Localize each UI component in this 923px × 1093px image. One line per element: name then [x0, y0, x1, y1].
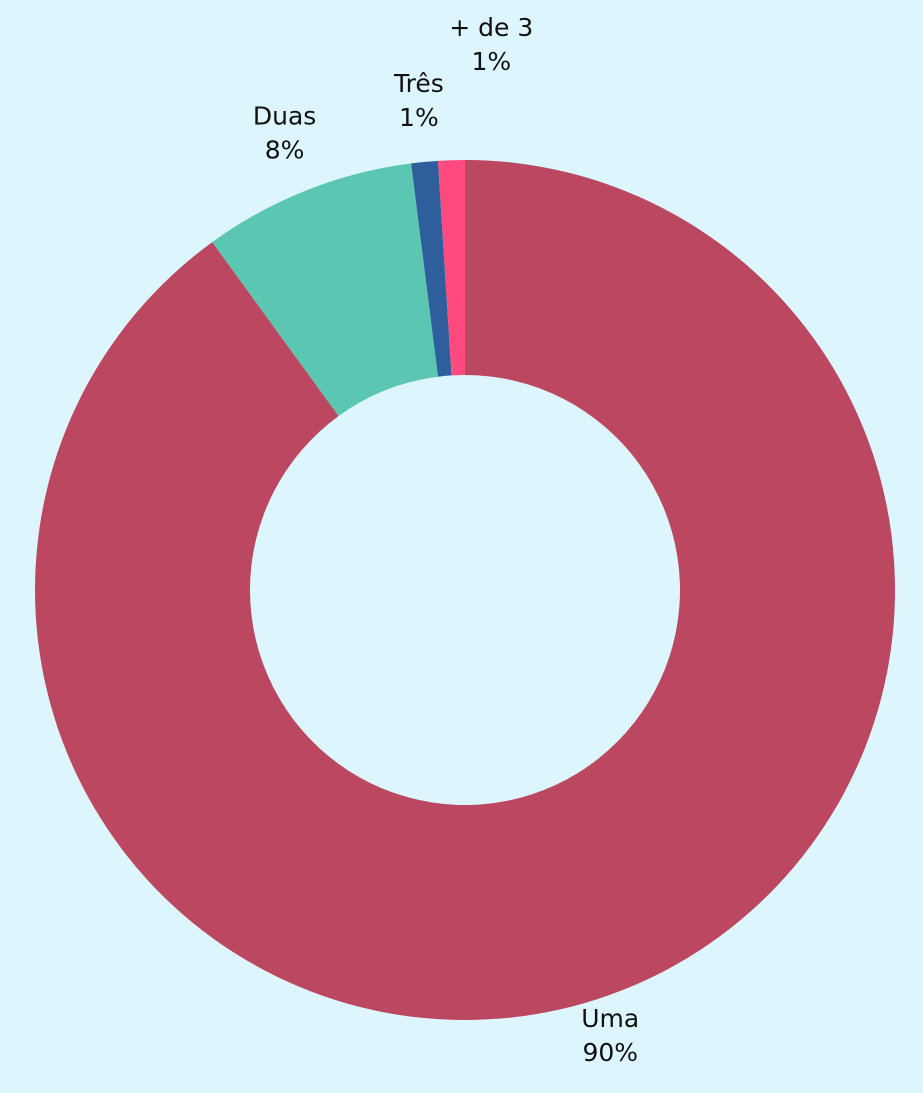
slice-value-label: 90%: [582, 1038, 638, 1067]
slice-label: Duas: [253, 101, 316, 130]
slice-label: + de 3: [449, 13, 533, 42]
slice: [34, 160, 895, 1020]
slice-label: Três: [393, 69, 444, 98]
slice-value-label: 1%: [471, 47, 511, 76]
slice-label: Uma: [581, 1004, 639, 1033]
slice: [212, 163, 439, 417]
slice: [438, 160, 465, 376]
slice-value-label: 1%: [399, 103, 439, 132]
slice: [411, 160, 452, 377]
slice-value-label: 8%: [265, 135, 305, 164]
